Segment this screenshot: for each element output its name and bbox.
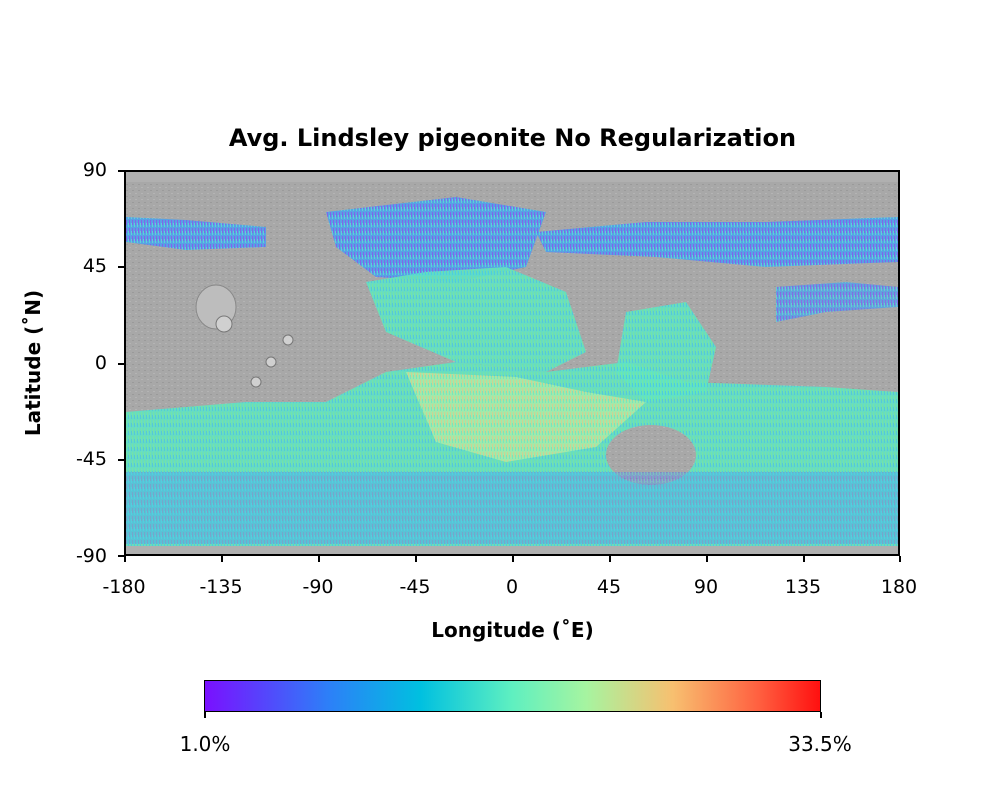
ytick-mark — [118, 266, 124, 268]
colorbar-min-label: 1.0% — [179, 732, 231, 756]
xtick-label: -90 — [302, 576, 334, 598]
x-axis-label: Longitude (˚E) — [431, 618, 594, 642]
xtick-label: 135 — [784, 576, 822, 598]
ytick-label: 0 — [94, 352, 107, 374]
colorbar-tick — [820, 712, 822, 718]
xtick-label: 45 — [596, 576, 622, 598]
ytick-label: 45 — [82, 255, 107, 277]
ytick-mark — [118, 459, 124, 461]
ytick-label: -45 — [75, 448, 107, 470]
xtick-label: -180 — [102, 576, 146, 598]
xtick-mark — [899, 556, 901, 562]
ytick-mark — [118, 170, 124, 172]
xtick-label: -45 — [399, 576, 431, 598]
ytick-mark — [118, 363, 124, 365]
xtick-mark — [415, 556, 417, 562]
xtick-mark — [803, 556, 805, 562]
map-plot-area — [124, 170, 900, 556]
xtick-label: 180 — [880, 576, 918, 598]
y-axis-label: Latitude (˚N) — [21, 289, 45, 437]
xtick-mark — [609, 556, 611, 562]
ytick-label: 90 — [82, 159, 107, 181]
ytick-label: -90 — [75, 545, 107, 567]
xtick-mark — [221, 556, 223, 562]
xtick-mark — [706, 556, 708, 562]
colorbar — [204, 680, 821, 712]
xtick-mark — [124, 556, 126, 562]
xtick-label: -135 — [199, 576, 243, 598]
colorbar-tick — [204, 712, 206, 718]
ytick-mark — [118, 555, 124, 557]
chart-title: Avg. Lindsley pigeonite No Regularizatio… — [228, 124, 797, 152]
xtick-mark — [512, 556, 514, 562]
map-svg — [126, 172, 898, 554]
colorbar-max-label: 33.5% — [788, 732, 852, 756]
xtick-label: 90 — [693, 576, 719, 598]
hellas-basin — [606, 425, 696, 485]
xtick-label: 0 — [505, 576, 519, 598]
xtick-mark — [318, 556, 320, 562]
